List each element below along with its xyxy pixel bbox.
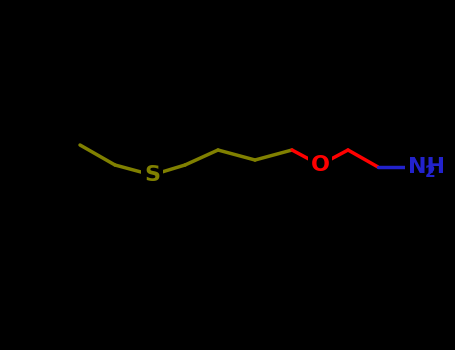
Text: 2: 2	[425, 165, 435, 180]
Text: O: O	[310, 155, 329, 175]
Text: S: S	[144, 165, 160, 185]
Text: NH: NH	[408, 157, 445, 177]
